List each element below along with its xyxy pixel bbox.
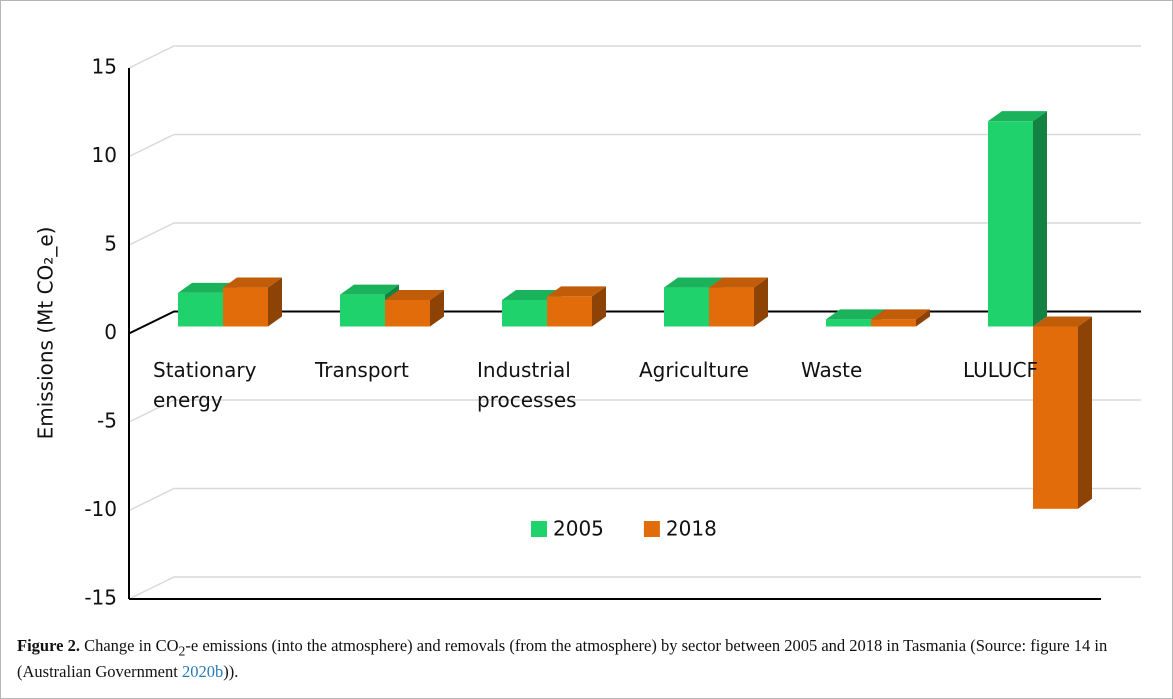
- bar-top: [988, 111, 1047, 122]
- bar: [664, 287, 709, 327]
- bar-top: [340, 284, 399, 295]
- x-tick-label: Stationary energy: [153, 358, 257, 412]
- x-tick-label: Agriculture: [639, 358, 749, 382]
- bar-side: [916, 309, 930, 327]
- x-tick-label: Transport: [315, 358, 409, 382]
- bar-top: [178, 282, 237, 293]
- bar-side: [592, 286, 606, 327]
- grid-line: [128, 133, 1141, 158]
- grid-line: [128, 222, 1141, 246]
- bar-side: [1033, 111, 1047, 327]
- caption-text: -e emissions (into the atmosphere) and r…: [17, 636, 1108, 682]
- y-tick-label: 10: [92, 143, 117, 167]
- bar-top: [709, 277, 768, 288]
- grid-line: [128, 45, 1141, 69]
- y-tick-label: 0: [104, 320, 117, 344]
- caption-link[interactable]: 2020b: [181, 662, 224, 682]
- legend-label: 2005: [553, 517, 604, 541]
- y-axis-label: Emissions (Mt CO₂_e): [34, 227, 58, 440]
- caption-text: )).: [223, 662, 239, 682]
- zero-line: [128, 310, 1141, 335]
- caption-label: Figure 2.: [17, 636, 80, 655]
- bar: [385, 299, 430, 327]
- bar: [178, 292, 223, 327]
- y-tick-label: 15: [92, 55, 117, 79]
- bar: [547, 296, 592, 327]
- bar: [1033, 326, 1078, 509]
- x-tick-label: Waste: [801, 358, 863, 382]
- bar-side: [754, 277, 768, 327]
- bar-top: [223, 277, 282, 288]
- grid-line: [128, 487, 1141, 512]
- bar-top: [547, 286, 606, 297]
- bar: [223, 287, 268, 327]
- grid-line: [128, 399, 1141, 423]
- bar-top: [871, 309, 930, 320]
- legend-swatch: [531, 521, 547, 537]
- bar: [709, 287, 754, 327]
- bar-top: [385, 289, 444, 300]
- caption-sub: 2: [178, 643, 186, 659]
- y-tick-label: -5: [97, 409, 117, 433]
- bar-top: [502, 289, 561, 300]
- caption: Figure 2. Change in CO2-e emissions (int…: [17, 635, 1147, 682]
- x-tick-label: LULUCF: [963, 358, 1039, 382]
- bar: [871, 319, 916, 327]
- y-tick-label: -15: [84, 586, 117, 610]
- y-tick-label: 5: [104, 232, 117, 256]
- bar: [826, 319, 871, 327]
- bar: [502, 299, 547, 327]
- bar-top: [826, 309, 885, 320]
- x-tick-label: Industrial processes: [477, 358, 577, 412]
- bar: [340, 294, 385, 327]
- bar: [988, 121, 1033, 327]
- bar-top: [664, 277, 723, 288]
- bar-side: [1078, 316, 1092, 509]
- bar-side: [268, 277, 282, 327]
- chart: Emissions (Mt CO₂_e) -15 -10 -5 0 5 10 15 2005 2…: [34, 45, 1141, 610]
- legend-label: 2018: [666, 517, 717, 541]
- legend-swatch: [643, 521, 660, 537]
- caption-text: Change in CO: [84, 636, 179, 655]
- bar-side: [430, 289, 444, 327]
- bar-top: [1033, 316, 1092, 327]
- y-tick-label: -10: [84, 497, 117, 521]
- grid-line: [128, 576, 1141, 600]
